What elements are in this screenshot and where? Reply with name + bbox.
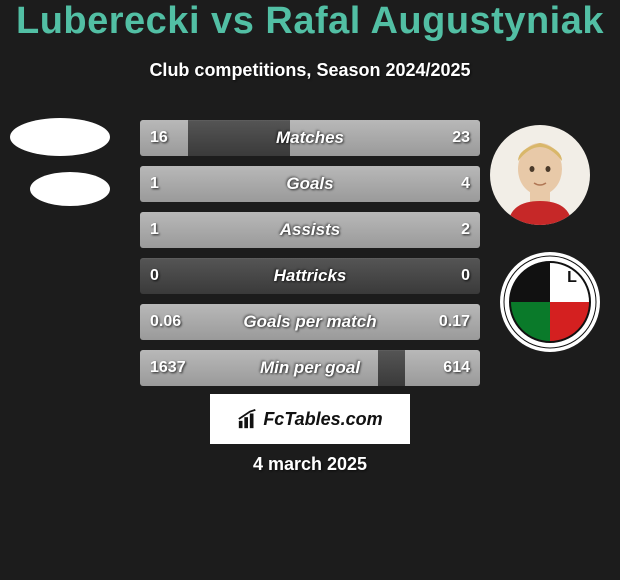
- date-label: 4 march 2025: [0, 454, 620, 475]
- stat-value-right: 4: [461, 166, 470, 202]
- stat-row: 16Matches23: [140, 120, 480, 156]
- stat-label: Goals per match: [140, 304, 480, 340]
- stat-value-right: 0.17: [439, 304, 470, 340]
- stat-row: 0Hattricks0: [140, 258, 480, 294]
- fctables-label: FcTables.com: [263, 409, 382, 430]
- stat-value-right: 23: [452, 120, 470, 156]
- stat-label: Goals: [140, 166, 480, 202]
- stat-value-right: 614: [443, 350, 470, 386]
- svg-text:L: L: [567, 269, 577, 286]
- comparison-bars: 16Matches23 1Goals4 1Assists2 0Hattricks0 0.…: [140, 120, 480, 396]
- page-title: Luberecki vs Rafal Augustyniak: [0, 0, 620, 43]
- right-player-avatar: [490, 125, 590, 225]
- stat-label: Hattricks: [140, 258, 480, 294]
- stat-row: 1Goals4: [140, 166, 480, 202]
- stat-row: 1637Min per goal614: [140, 350, 480, 386]
- stat-label: Min per goal: [140, 350, 480, 386]
- subtitle: Club competitions, Season 2024/2025: [0, 60, 620, 81]
- right-club-logo: L: [500, 252, 600, 352]
- fctables-badge: FcTables.com: [210, 394, 410, 444]
- stat-label: Assists: [140, 212, 480, 248]
- stat-row: 0.06Goals per match0.17: [140, 304, 480, 340]
- stat-value-right: 0: [461, 258, 470, 294]
- stat-value-right: 2: [461, 212, 470, 248]
- stat-row: 1Assists2: [140, 212, 480, 248]
- chart-icon: [237, 408, 259, 430]
- left-player-avatar: [10, 118, 110, 156]
- stat-label: Matches: [140, 120, 480, 156]
- left-club-logo: [30, 172, 110, 206]
